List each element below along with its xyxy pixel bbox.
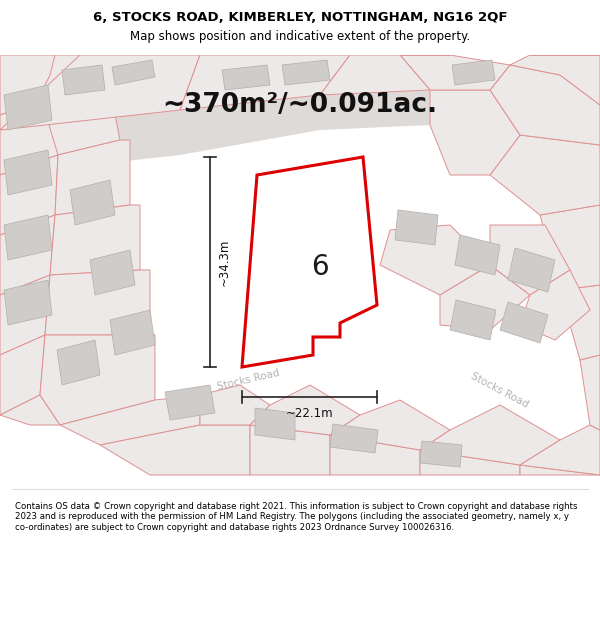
Polygon shape — [452, 60, 495, 85]
Polygon shape — [0, 275, 50, 355]
Polygon shape — [430, 90, 520, 175]
Polygon shape — [455, 235, 500, 275]
Polygon shape — [4, 150, 52, 195]
Polygon shape — [4, 280, 52, 325]
Polygon shape — [130, 55, 200, 65]
Polygon shape — [110, 310, 155, 355]
Polygon shape — [400, 55, 510, 90]
Polygon shape — [4, 215, 52, 260]
Polygon shape — [500, 302, 548, 343]
Polygon shape — [60, 395, 200, 445]
Polygon shape — [112, 60, 155, 85]
Polygon shape — [222, 65, 270, 90]
Polygon shape — [80, 55, 130, 85]
Polygon shape — [0, 90, 600, 175]
Polygon shape — [520, 465, 600, 475]
Polygon shape — [510, 55, 600, 105]
Text: ~34.3m: ~34.3m — [218, 238, 231, 286]
Polygon shape — [540, 205, 600, 290]
Polygon shape — [62, 65, 105, 95]
Polygon shape — [4, 85, 52, 130]
Polygon shape — [40, 85, 120, 155]
Polygon shape — [255, 408, 295, 440]
Polygon shape — [490, 65, 600, 145]
Polygon shape — [520, 425, 600, 475]
Polygon shape — [490, 135, 600, 215]
Polygon shape — [0, 395, 60, 425]
Polygon shape — [165, 385, 215, 420]
Polygon shape — [40, 335, 155, 425]
Text: 6: 6 — [311, 253, 329, 281]
Polygon shape — [55, 140, 130, 215]
Text: ~22.1m: ~22.1m — [286, 407, 334, 420]
Polygon shape — [45, 270, 150, 335]
Polygon shape — [320, 55, 430, 95]
Polygon shape — [100, 425, 250, 475]
Polygon shape — [57, 340, 100, 385]
Polygon shape — [490, 225, 570, 295]
Polygon shape — [380, 225, 490, 295]
Text: Stocks Road: Stocks Road — [216, 368, 280, 392]
Polygon shape — [90, 250, 135, 295]
Text: ~370m²/~0.091ac.: ~370m²/~0.091ac. — [163, 92, 437, 118]
Text: Map shows position and indicative extent of the property.: Map shows position and indicative extent… — [130, 30, 470, 43]
Text: Contains OS data © Crown copyright and database right 2021. This information is : Contains OS data © Crown copyright and d… — [15, 502, 577, 532]
Polygon shape — [0, 155, 58, 235]
Polygon shape — [180, 55, 350, 110]
Polygon shape — [242, 157, 377, 367]
Polygon shape — [450, 300, 496, 340]
Polygon shape — [395, 210, 438, 245]
Polygon shape — [0, 335, 45, 415]
Polygon shape — [420, 405, 560, 465]
Polygon shape — [282, 60, 330, 85]
Polygon shape — [580, 355, 600, 430]
Polygon shape — [0, 215, 55, 295]
Text: 6, STOCKS ROAD, KIMBERLEY, NOTTINGHAM, NG16 2QF: 6, STOCKS ROAD, KIMBERLEY, NOTTINGHAM, N… — [93, 11, 507, 24]
Polygon shape — [330, 435, 420, 475]
Polygon shape — [0, 55, 60, 115]
Polygon shape — [330, 400, 450, 450]
Polygon shape — [50, 205, 140, 275]
Polygon shape — [420, 441, 462, 467]
Polygon shape — [70, 180, 115, 225]
Polygon shape — [40, 55, 80, 95]
Polygon shape — [330, 424, 378, 453]
Polygon shape — [0, 55, 200, 130]
Text: Stocks Road: Stocks Road — [470, 371, 530, 409]
Polygon shape — [508, 248, 555, 292]
Polygon shape — [200, 385, 270, 425]
Polygon shape — [420, 450, 520, 475]
Polygon shape — [440, 265, 530, 330]
Polygon shape — [0, 95, 60, 175]
Polygon shape — [250, 425, 330, 475]
Polygon shape — [560, 285, 600, 360]
Polygon shape — [520, 270, 590, 340]
Polygon shape — [250, 385, 360, 435]
